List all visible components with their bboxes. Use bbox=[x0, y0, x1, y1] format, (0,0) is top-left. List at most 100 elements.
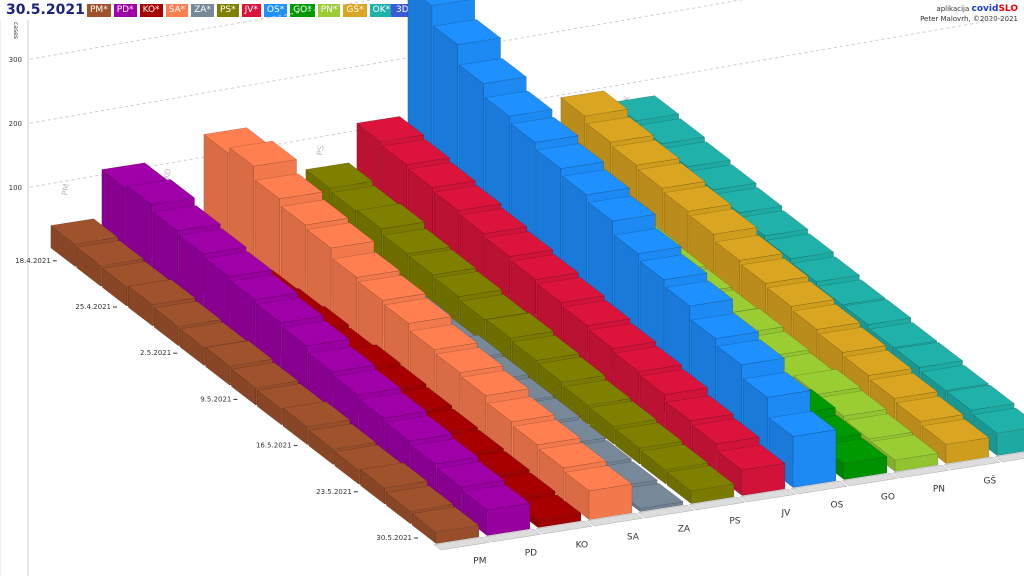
date-tick-label: 9.5.2021 bbox=[200, 395, 231, 403]
bar-face bbox=[205, 340, 274, 367]
bar-face bbox=[792, 429, 837, 488]
base-strip bbox=[535, 520, 593, 535]
base-strip bbox=[841, 472, 899, 487]
bar-face bbox=[356, 116, 425, 142]
bar-face bbox=[639, 254, 708, 281]
bar-face bbox=[383, 297, 452, 324]
bar-PS bbox=[666, 465, 735, 505]
bar-face bbox=[76, 240, 145, 266]
bar-face bbox=[385, 415, 454, 442]
bar-face bbox=[972, 407, 1024, 434]
bar-face bbox=[844, 413, 913, 440]
bar-face bbox=[562, 169, 631, 196]
y-tick-label: 300 bbox=[9, 56, 22, 64]
bar-PN bbox=[870, 434, 939, 473]
bar-SA bbox=[564, 465, 633, 521]
region-label-PD: PD bbox=[525, 548, 537, 558]
region-label-GŠ: GŠ bbox=[984, 474, 997, 486]
region-label-GO: GO bbox=[881, 492, 895, 502]
bar-face bbox=[458, 58, 527, 84]
bar-face bbox=[512, 419, 581, 446]
bar-face bbox=[408, 249, 477, 276]
bar-face bbox=[614, 346, 683, 372]
bar-face bbox=[433, 185, 502, 211]
bar-face bbox=[229, 140, 298, 167]
bar-face bbox=[563, 379, 632, 406]
bar-face bbox=[843, 299, 912, 325]
bar-face bbox=[766, 233, 835, 260]
region-label-PS: PS bbox=[729, 516, 740, 526]
legend-item-PS[interactable]: PS* bbox=[216, 4, 239, 17]
bar-face bbox=[844, 349, 913, 376]
bar-face bbox=[895, 341, 964, 368]
bar-face bbox=[666, 465, 735, 492]
bar-face bbox=[433, 19, 502, 45]
bar-face bbox=[50, 218, 119, 245]
legend-item-PN[interactable]: PN* bbox=[317, 4, 341, 17]
legend-item-SA[interactable]: SA* bbox=[165, 4, 189, 17]
bar-face bbox=[204, 251, 273, 278]
region-label-PM: PM bbox=[473, 556, 486, 566]
date-tick-label: 25.4.2021 bbox=[75, 303, 111, 311]
bar-face bbox=[382, 228, 451, 255]
bar-face bbox=[461, 370, 530, 396]
legend-item-GŠ[interactable]: GŠ* bbox=[343, 4, 367, 17]
bar-face bbox=[562, 300, 631, 326]
bar-face bbox=[637, 162, 706, 189]
base-strip bbox=[637, 504, 695, 519]
legend-item-OK[interactable]: OK* bbox=[369, 4, 394, 17]
legend-item-JV[interactable]: JV* bbox=[241, 4, 261, 17]
bar-face bbox=[768, 410, 837, 437]
base-strip bbox=[790, 480, 848, 495]
date-tick-label: 2.5.2021 bbox=[140, 349, 171, 357]
bar-face bbox=[611, 139, 680, 166]
bar-face bbox=[586, 116, 655, 143]
brand-slo: SLO bbox=[998, 4, 1018, 14]
bar-face bbox=[818, 326, 887, 353]
bar-PM bbox=[411, 506, 480, 545]
legend-item-ZA[interactable]: ZA* bbox=[191, 4, 214, 17]
date-title: 30.5.2021 bbox=[6, 2, 85, 18]
base-strip bbox=[739, 488, 797, 503]
bar-face bbox=[946, 384, 1015, 411]
bar-face bbox=[792, 303, 861, 330]
bar-face bbox=[870, 434, 939, 461]
bar-face bbox=[179, 322, 248, 348]
legend-item-OS[interactable]: OS* bbox=[263, 4, 288, 17]
bar-face bbox=[613, 228, 682, 254]
bar-face bbox=[358, 274, 427, 301]
bar-face bbox=[254, 173, 323, 200]
bar-face bbox=[588, 323, 657, 349]
bar-face bbox=[424, 0, 470, 6]
bar-face bbox=[305, 162, 374, 189]
base-strip bbox=[688, 496, 746, 511]
bar-face bbox=[740, 257, 809, 284]
bar-face bbox=[920, 364, 989, 391]
gridline bbox=[29, 0, 375, 60]
bar-face bbox=[462, 484, 531, 511]
bar-face bbox=[717, 444, 786, 471]
back-wall-label: PS bbox=[315, 145, 326, 156]
y-axis-label: cases bbox=[12, 22, 19, 39]
bar-face bbox=[564, 465, 633, 492]
region-label-JV: JV bbox=[780, 508, 791, 518]
bar-face bbox=[536, 277, 605, 303]
bar-face bbox=[817, 279, 886, 306]
legend-item-PM[interactable]: PM* bbox=[87, 4, 111, 17]
bar-face bbox=[484, 90, 553, 117]
bar-face bbox=[665, 280, 734, 307]
bar-face bbox=[434, 271, 503, 297]
legend-item-PD[interactable]: PD* bbox=[113, 4, 137, 17]
bar-JV bbox=[717, 444, 786, 497]
bar-face bbox=[256, 297, 325, 324]
legend-item-KO[interactable]: KO* bbox=[139, 4, 163, 17]
bar-face bbox=[510, 116, 579, 143]
bar-face bbox=[280, 199, 349, 226]
bar-face bbox=[308, 423, 377, 450]
brand-covid: covid bbox=[971, 4, 999, 14]
gridline bbox=[29, 16, 1011, 188]
region-label-ZA: ZA bbox=[678, 524, 691, 534]
legend-item-GO[interactable]: GO* bbox=[290, 4, 315, 17]
bar-face bbox=[587, 195, 656, 222]
